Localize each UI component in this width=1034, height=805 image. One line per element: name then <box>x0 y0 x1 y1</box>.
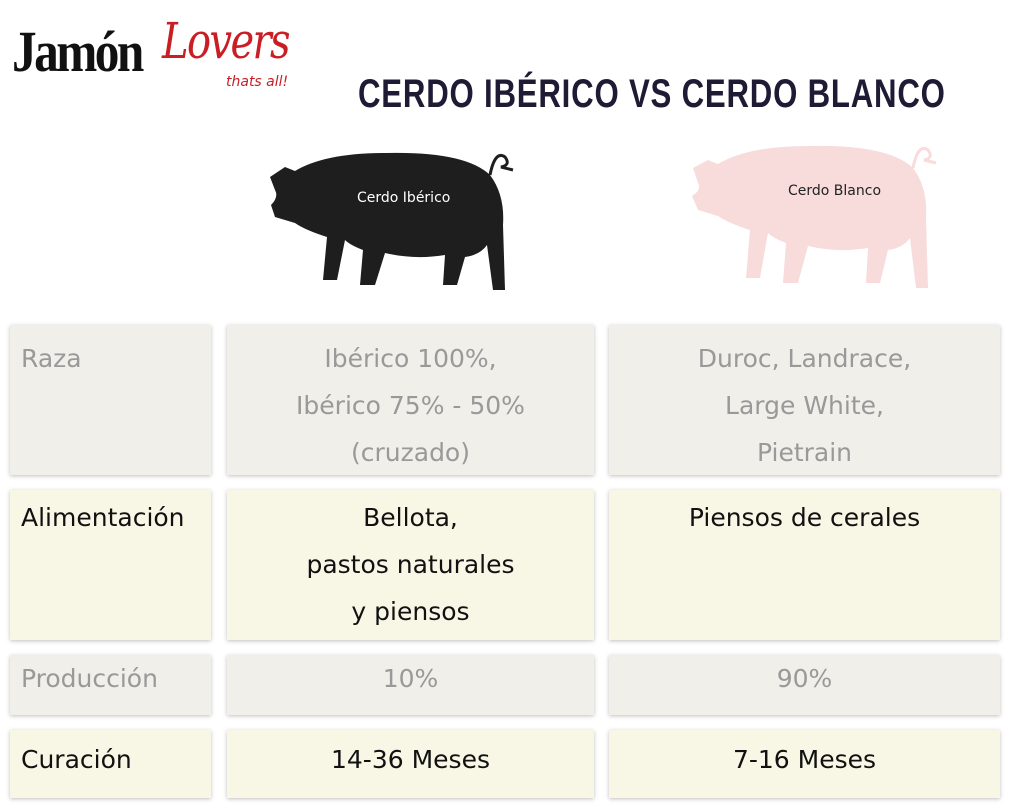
row-label: Raza <box>21 344 82 373</box>
jamonlovers-logo: Jamón Lovers thats all! <box>12 10 292 95</box>
blanco-pig: Cerdo Blanco <box>688 138 938 293</box>
cell-text-line: Piensos de cerales <box>688 503 921 532</box>
row-label-cell: Raza <box>10 325 211 475</box>
iberico-cell: 10% <box>227 655 594 715</box>
pig-silhouette-icon <box>692 145 937 288</box>
row-label-cell: Curación <box>10 730 211 798</box>
cell-text-line: 10% <box>382 664 439 693</box>
iberico-cell: Ibérico 100%, Ibérico 75% - 50% (cruzado) <box>227 325 594 475</box>
row-label-cell: Alimentación <box>10 490 211 640</box>
cell-text-line: 7-16 Meses <box>732 745 877 774</box>
logo-tagline: thats all! <box>226 74 289 90</box>
cell-text-line: (cruzado) <box>351 438 470 467</box>
iberico-pig: Cerdo Ibérico <box>265 145 515 297</box>
blanco-cell: 90% <box>609 655 1000 715</box>
row-label: Alimentación <box>21 503 185 532</box>
pig-label-iberico: Cerdo Ibérico <box>357 190 451 206</box>
cell-text-line: y piensos <box>351 597 470 626</box>
row-label: Producción <box>21 664 158 693</box>
blanco-cell: 7-16 Meses <box>609 730 1000 798</box>
cell-text-line: Ibérico 75% - 50% <box>296 391 525 420</box>
cell-text-line: Duroc, Landrace, <box>697 344 912 373</box>
cell-text-line: Ibérico 100%, <box>324 344 497 373</box>
logo-text-red: Lovers <box>162 12 291 70</box>
page-title: CERDO IBÉRICO VS CERDO BLANCO <box>358 72 946 116</box>
cell-text-line: Pietrain <box>756 438 853 467</box>
logo-text-black: Jamón <box>12 19 144 84</box>
cell-text-line: Bellota, <box>363 503 458 532</box>
row-label-cell: Producción <box>10 655 211 715</box>
iberico-cell: Bellota, pastos naturales y piensos <box>227 490 594 640</box>
row-label: Curación <box>21 745 132 774</box>
pig-silhouette-icon <box>270 152 514 290</box>
pig-label-blanco: Cerdo Blanco <box>788 183 882 199</box>
blanco-cell: Duroc, Landrace, Large White, Pietrain <box>609 325 1000 475</box>
cell-text-line: 14-36 Meses <box>331 745 490 774</box>
cell-text-line: 90% <box>776 664 833 693</box>
iberico-cell: 14-36 Meses <box>227 730 594 798</box>
blanco-cell: Piensos de cerales <box>609 490 1000 640</box>
cell-text-line: Large White, <box>725 391 884 420</box>
cell-text-line: pastos naturales <box>306 550 515 579</box>
